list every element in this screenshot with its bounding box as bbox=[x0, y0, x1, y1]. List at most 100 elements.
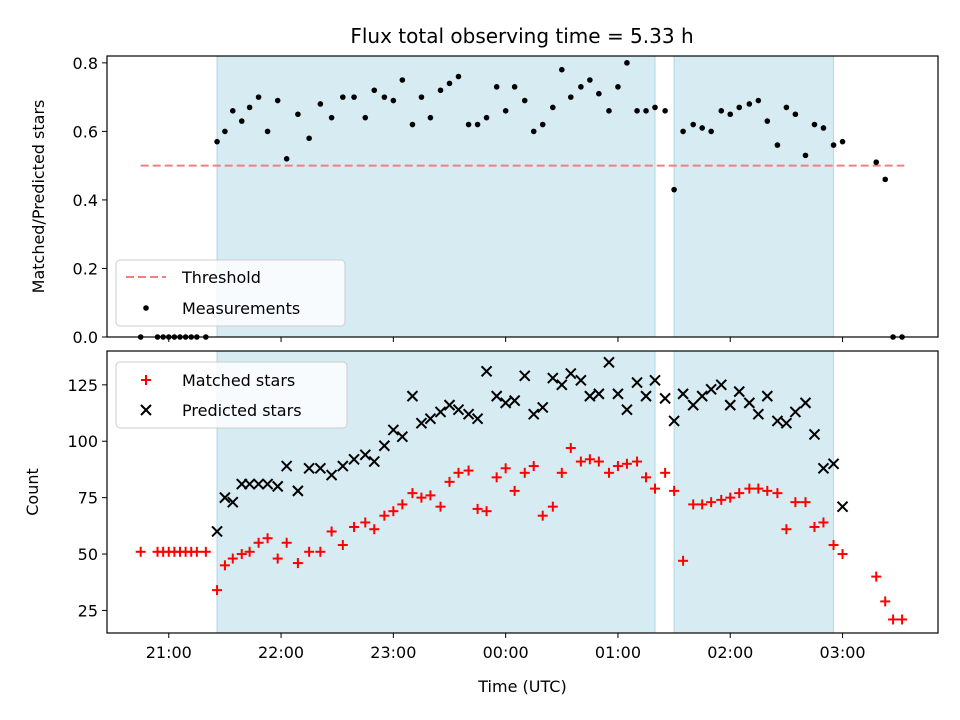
bottom-xtick-label: 22:00 bbox=[258, 643, 304, 662]
measurement-point bbox=[615, 84, 621, 90]
measurement-point bbox=[736, 104, 743, 111]
legend-matched-swatch bbox=[141, 375, 151, 385]
matched-point bbox=[678, 555, 689, 566]
matched-point bbox=[463, 465, 474, 476]
bottom-xtick-label: 21:00 bbox=[146, 643, 192, 662]
bottom-ytick-label: 100 bbox=[67, 432, 98, 451]
matched-point bbox=[244, 546, 255, 557]
measurement-point bbox=[455, 73, 462, 80]
measurement-point bbox=[820, 125, 827, 131]
predicted-point bbox=[368, 455, 380, 468]
predicted-point bbox=[462, 408, 475, 420]
matched-point bbox=[734, 488, 745, 499]
matched-point bbox=[407, 488, 418, 499]
matched-point bbox=[315, 546, 326, 557]
measurement-point bbox=[306, 135, 312, 142]
bottom-panel: 25 50 75 100 125 21:00 22:00 23:00 00:00 01:00 02… bbox=[23, 350, 939, 696]
matched-point bbox=[556, 467, 567, 478]
matched-point bbox=[537, 510, 548, 521]
bottom-xtick-label: 02:00 bbox=[707, 643, 753, 662]
matched-point bbox=[660, 467, 671, 478]
predicted-point bbox=[817, 462, 830, 475]
matched-point bbox=[349, 521, 360, 532]
top-ytick-label: 0.2 bbox=[73, 259, 98, 278]
predicted-point bbox=[668, 415, 680, 427]
bottom-xtick-label: 03:00 bbox=[819, 643, 865, 662]
predicted-point bbox=[219, 491, 231, 504]
measurement-point bbox=[399, 77, 406, 83]
predicted-point bbox=[337, 460, 349, 472]
predicted-point bbox=[303, 462, 315, 475]
measurement-point bbox=[755, 97, 762, 104]
measurement-point bbox=[718, 108, 725, 114]
predicted-point bbox=[752, 408, 765, 420]
matched-point bbox=[790, 497, 801, 508]
measurement-point bbox=[550, 104, 556, 111]
bottom-x-axis-label: Time (UTC) bbox=[477, 677, 566, 696]
measurement-point bbox=[539, 121, 546, 128]
top-axes-frame bbox=[106, 55, 939, 338]
matched-point bbox=[397, 499, 408, 510]
predicted-point bbox=[724, 399, 736, 411]
top-ytick-label: 0.8 bbox=[73, 54, 98, 73]
measurement-point bbox=[699, 125, 705, 131]
measurement-point bbox=[578, 84, 584, 90]
predicted-point bbox=[612, 388, 624, 400]
matched-point bbox=[716, 494, 727, 505]
predicted-point bbox=[789, 406, 802, 418]
measurement-point bbox=[418, 94, 425, 100]
predicted-point bbox=[780, 417, 793, 429]
matched-point bbox=[435, 501, 446, 512]
measurement-point bbox=[873, 159, 880, 166]
predicted-point bbox=[378, 440, 391, 452]
matched-point bbox=[379, 510, 390, 521]
measurement-point bbox=[530, 128, 537, 135]
predicted-point bbox=[733, 385, 745, 398]
matched-point bbox=[135, 546, 146, 557]
predicted-point bbox=[528, 408, 540, 420]
measurement-point bbox=[802, 152, 809, 159]
bottom-xtick-label: 23:00 bbox=[370, 643, 416, 662]
predicted-point bbox=[424, 412, 437, 425]
measurement-point bbox=[690, 121, 696, 128]
predicted-point bbox=[537, 401, 549, 414]
matched-point bbox=[236, 549, 247, 560]
top-ytick-label: 0.4 bbox=[73, 191, 98, 210]
measurement-point bbox=[283, 156, 290, 162]
matched-point bbox=[706, 497, 717, 508]
measurement-point bbox=[521, 97, 528, 104]
matched-point bbox=[650, 483, 661, 494]
measurement-point bbox=[340, 94, 346, 100]
matched-point bbox=[697, 499, 708, 510]
measurement-point bbox=[662, 108, 668, 114]
bottom-ytick-label: 50 bbox=[78, 545, 98, 564]
measurement-point bbox=[362, 114, 369, 121]
predicted-point bbox=[565, 367, 577, 380]
bottom-xtick-label: 00:00 bbox=[483, 643, 529, 662]
observing-window-1 bbox=[673, 55, 835, 338]
matched-point bbox=[669, 485, 680, 496]
measurement-point bbox=[317, 101, 324, 107]
matched-point bbox=[326, 526, 337, 537]
matched-point bbox=[453, 467, 464, 478]
measurement-point bbox=[465, 121, 472, 128]
predicted-point bbox=[808, 428, 821, 441]
predicted-point bbox=[659, 392, 671, 405]
predicted-point bbox=[280, 460, 293, 472]
matched-point bbox=[828, 540, 839, 551]
predicted-point bbox=[771, 415, 784, 427]
matched-point bbox=[800, 497, 811, 508]
predicted-point bbox=[499, 397, 512, 409]
predicted-point bbox=[640, 390, 652, 402]
legend-frame bbox=[115, 361, 348, 429]
measurement-point bbox=[229, 108, 236, 114]
measurement-point bbox=[727, 111, 734, 118]
matched-point bbox=[500, 463, 511, 474]
matched-point bbox=[641, 472, 652, 483]
bottom-axes-frame bbox=[106, 350, 939, 634]
predicted-point bbox=[621, 403, 633, 416]
matched-point bbox=[472, 503, 483, 514]
predicted-point bbox=[243, 478, 256, 490]
measurement-point bbox=[474, 121, 481, 128]
matched-point bbox=[837, 549, 848, 560]
